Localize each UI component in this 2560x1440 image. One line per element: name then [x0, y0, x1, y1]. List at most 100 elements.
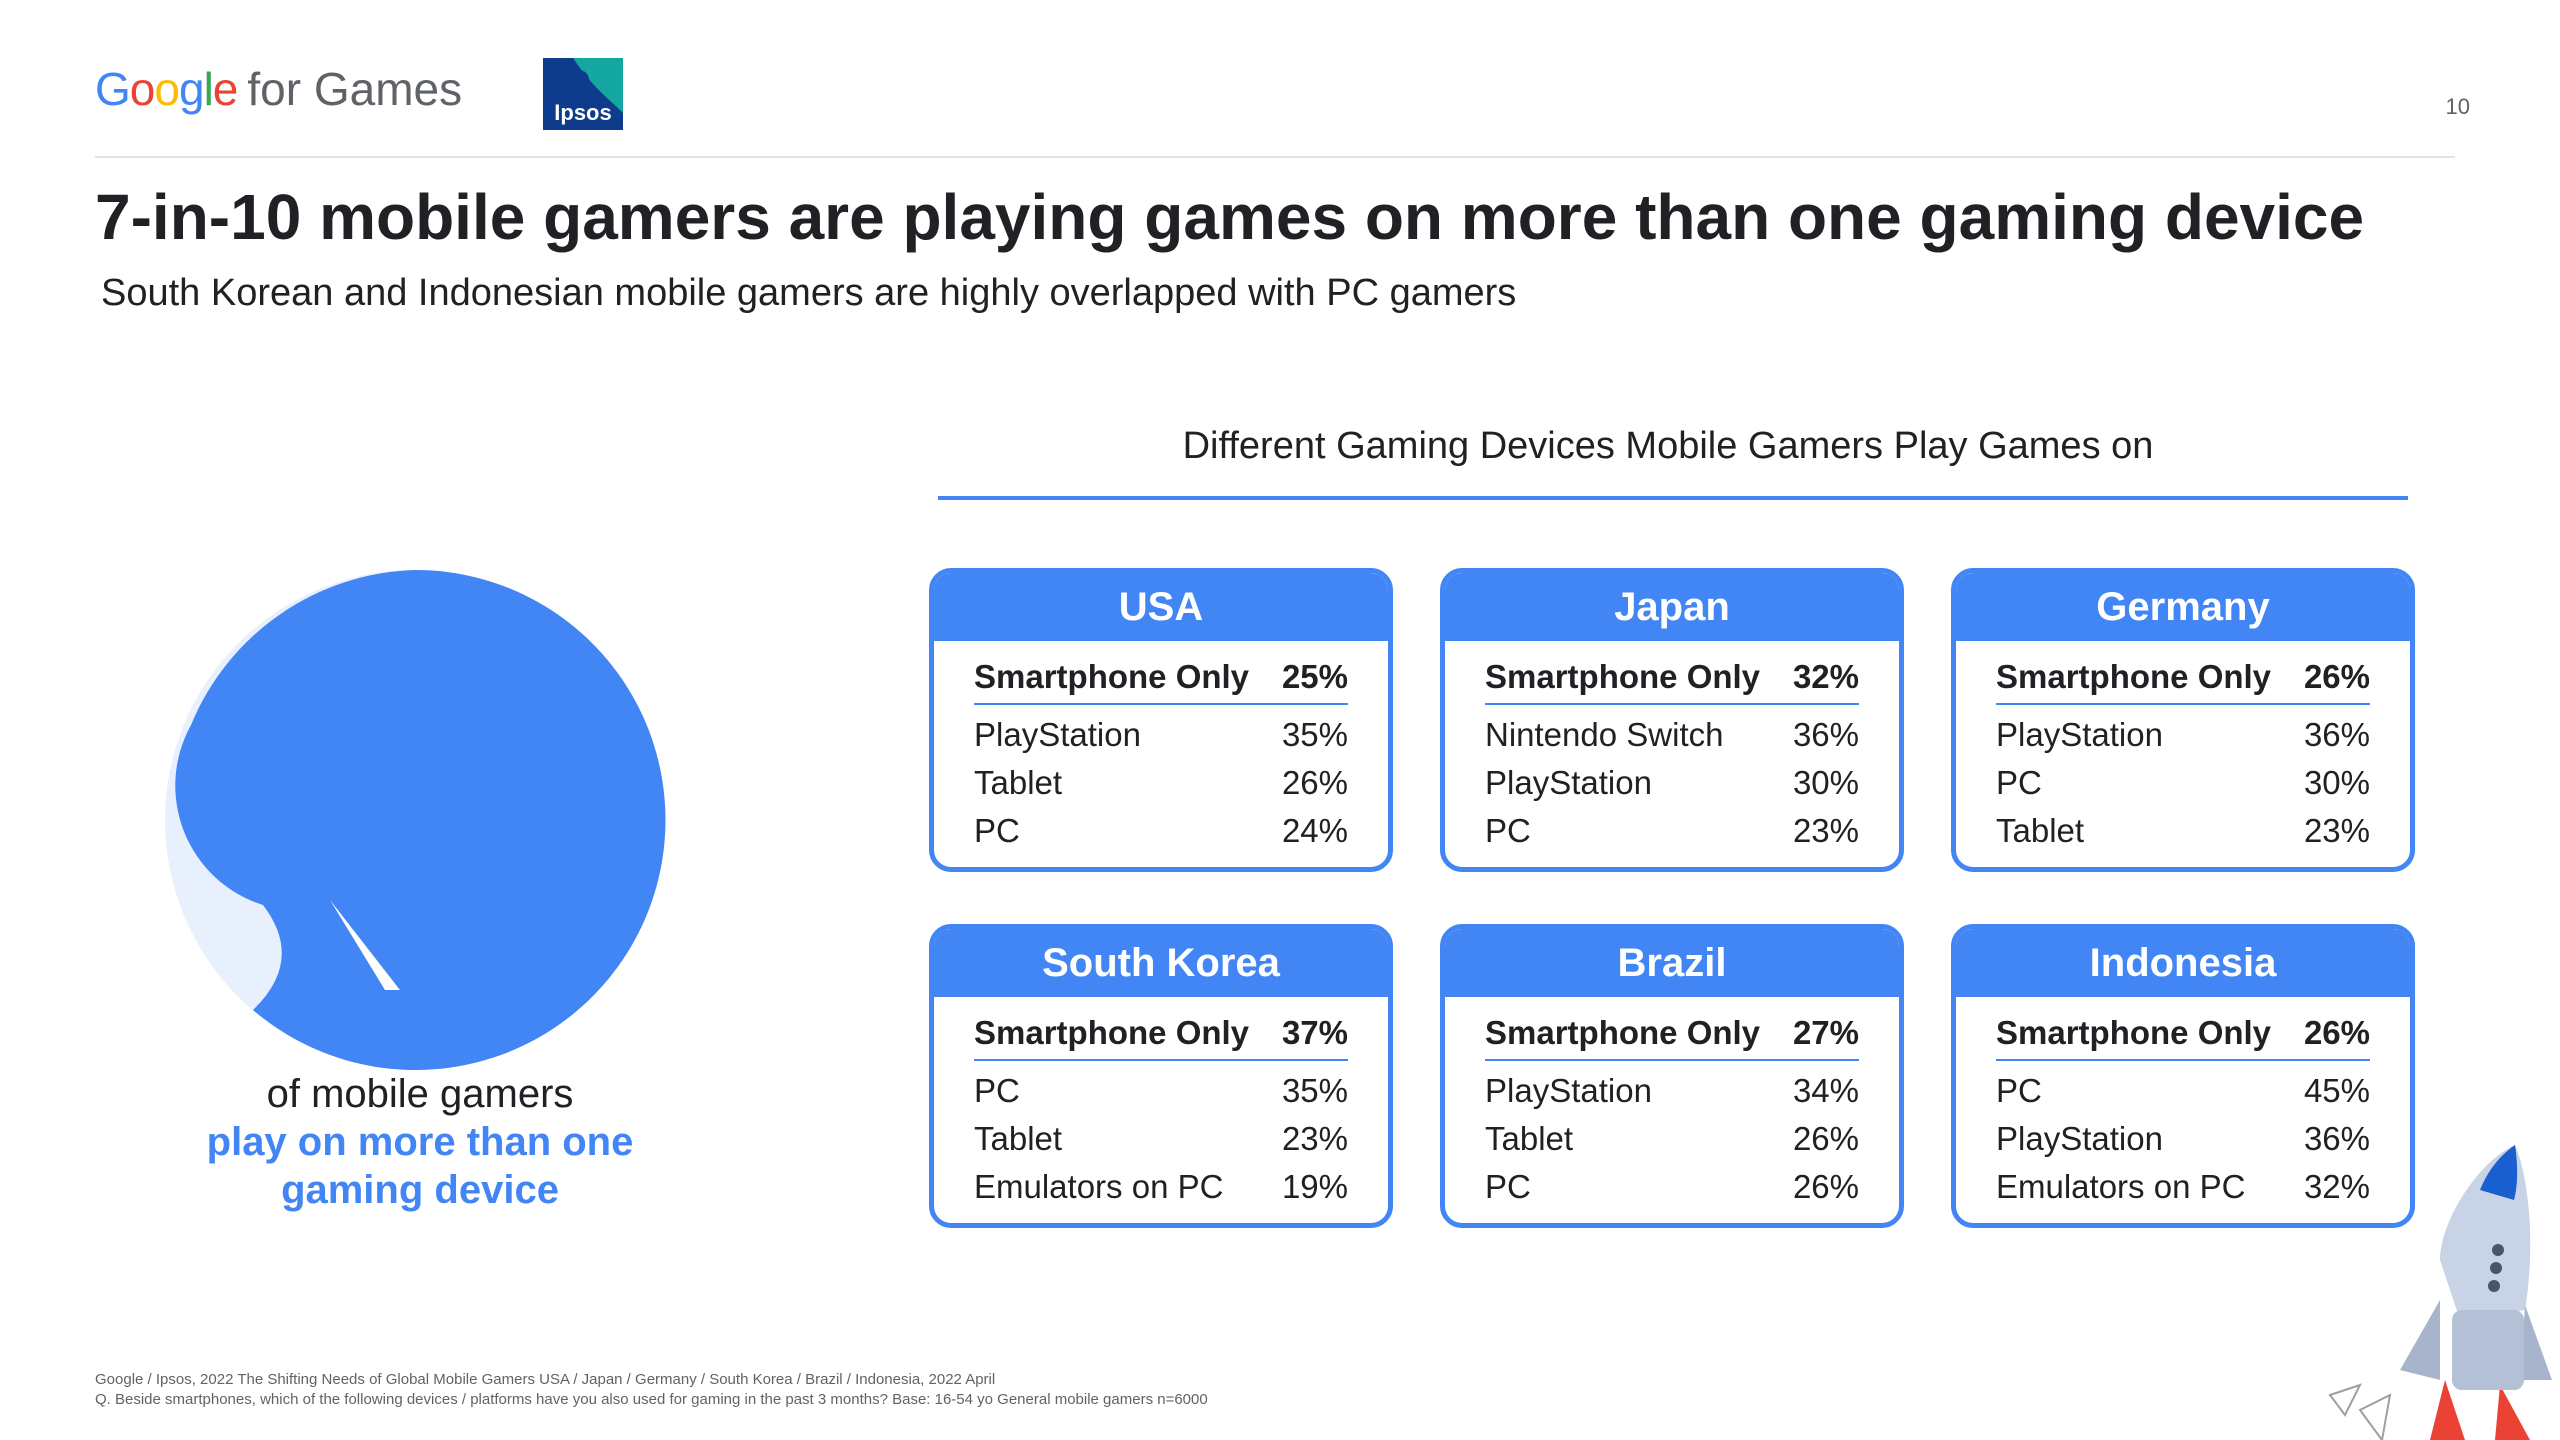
- device-value: 45%: [2303, 1072, 2370, 1109]
- device-label: PC: [974, 1072, 1020, 1109]
- table-row: PlayStation 36%: [1996, 1115, 2370, 1163]
- donut-caption: of mobile gamers play on more than one g…: [140, 1070, 700, 1214]
- table-row: Tablet 26%: [1485, 1115, 1859, 1163]
- table-row: PlayStation 30%: [1485, 759, 1859, 807]
- device-value: 34%: [1792, 1072, 1859, 1109]
- device-value: 36%: [1792, 716, 1859, 753]
- table-row: Tablet 23%: [974, 1115, 1348, 1163]
- device-value: 26%: [2303, 658, 2370, 695]
- device-label: PC: [1996, 764, 2042, 801]
- table-row: PC 35%: [974, 1067, 1348, 1115]
- table-row: Emulators on PC 19%: [974, 1163, 1348, 1211]
- country-card-brazil: Brazil Smartphone Only 27% PlayStation 34%…: [1440, 924, 1904, 1228]
- device-value: 27%: [1792, 1014, 1859, 1051]
- slide-subtitle: South Korean and Indonesian mobile gamer…: [101, 272, 1517, 314]
- table-row: Smartphone Only 32%: [1485, 653, 1859, 705]
- google-for-games-logo: Google for Games: [95, 63, 463, 115]
- table-row: Smartphone Only 37%: [974, 1009, 1348, 1061]
- table-row: Nintendo Switch 36%: [1485, 711, 1859, 759]
- device-value: 30%: [1792, 764, 1859, 801]
- device-value: 37%: [1281, 1014, 1348, 1051]
- country-card-usa: USA Smartphone Only 25% PlayStation 35% Ta…: [929, 568, 1393, 872]
- page-number: 10: [2445, 94, 2470, 119]
- device-label: Tablet: [974, 1120, 1063, 1157]
- country-card-germany: Germany Smartphone Only 26% PlayStation 36…: [1951, 568, 2415, 872]
- card-header: Brazil: [1445, 929, 1899, 997]
- table-row: PC 24%: [974, 807, 1348, 855]
- table-row: PC 45%: [1996, 1067, 2370, 1115]
- ipsos-logo: Ipsos: [543, 58, 623, 130]
- device-value: 30%: [2303, 764, 2370, 801]
- donut-caption-line1: of mobile gamers: [266, 1072, 574, 1116]
- device-value: 23%: [1281, 1120, 1348, 1157]
- header-divider: [95, 156, 2455, 158]
- device-label: PlayStation: [1996, 716, 2163, 753]
- card-header: Japan: [1445, 573, 1899, 641]
- device-value: 36%: [2303, 716, 2370, 753]
- device-value: 36%: [2303, 1120, 2370, 1157]
- table-row: PC 26%: [1485, 1163, 1859, 1211]
- device-label: PlayStation: [1485, 764, 1652, 801]
- device-label: Smartphone Only: [1996, 658, 2272, 695]
- device-label: Smartphone Only: [1485, 658, 1761, 695]
- table-row: Tablet 23%: [1996, 807, 2370, 855]
- svg-text:Ipsos: Ipsos: [554, 100, 611, 125]
- device-label: Nintendo Switch: [1485, 716, 1724, 753]
- device-value: 26%: [1792, 1168, 1859, 1205]
- table-row: PC 23%: [1485, 807, 1859, 855]
- device-value: 24%: [1281, 812, 1348, 849]
- footnote-line1: Google / Ipsos, 2022 The Shifting Needs …: [95, 1371, 996, 1388]
- device-value: 32%: [1792, 658, 1859, 695]
- table-row: Tablet 26%: [974, 759, 1348, 807]
- slide-title: 7-in-10 mobile gamers are playing games …: [95, 181, 2365, 253]
- device-label: Smartphone Only: [974, 658, 1250, 695]
- device-label: PC: [974, 812, 1020, 849]
- card-header: Indonesia: [1956, 929, 2410, 997]
- device-value: 26%: [2303, 1014, 2370, 1051]
- source-footnote: Google / Ipsos, 2022 The Shifting Needs …: [95, 1370, 1208, 1410]
- device-label: PlayStation: [1485, 1072, 1652, 1109]
- device-value: 32%: [2303, 1168, 2370, 1205]
- device-label: PlayStation: [1996, 1120, 2163, 1157]
- table-row: PlayStation 35%: [974, 711, 1348, 759]
- country-card-japan: Japan Smartphone Only 32% Nintendo Switch…: [1440, 568, 1904, 872]
- device-value: 25%: [1281, 658, 1348, 695]
- table-row: Smartphone Only 27%: [1485, 1009, 1859, 1061]
- device-value: 35%: [1281, 716, 1348, 753]
- device-label: Smartphone Only: [1996, 1014, 2272, 1051]
- device-value: 26%: [1792, 1120, 1859, 1157]
- device-label: Smartphone Only: [1485, 1014, 1761, 1051]
- table-row: PlayStation 36%: [1996, 711, 2370, 759]
- brand-suffix: for Games: [247, 63, 463, 115]
- country-card-indonesia: Indonesia Smartphone Only 26% PC 45% PlayS…: [1951, 924, 2415, 1228]
- table-row: PlayStation 34%: [1485, 1067, 1859, 1115]
- table-row: Smartphone Only 25%: [974, 653, 1348, 705]
- device-value: 19%: [1281, 1168, 1348, 1205]
- table-row: PC 30%: [1996, 759, 2370, 807]
- device-label: Tablet: [974, 764, 1063, 801]
- device-value: 35%: [1281, 1072, 1348, 1109]
- device-label: Emulators on PC: [974, 1168, 1224, 1205]
- donut-slice-multi-device: [175, 569, 666, 1070]
- device-label: PC: [1996, 1072, 2042, 1109]
- device-label: Smartphone Only: [974, 1014, 1250, 1051]
- multi-device-donut: [165, 569, 666, 1070]
- card-header: USA: [934, 573, 1388, 641]
- device-value: 26%: [1281, 764, 1348, 801]
- device-label: Tablet: [1485, 1120, 1574, 1157]
- donut-caption-line2: play on more than one gaming device: [206, 1120, 634, 1212]
- device-label: PlayStation: [974, 716, 1141, 753]
- device-label: Emulators on PC: [1996, 1168, 2246, 1205]
- device-label: PC: [1485, 1168, 1531, 1205]
- card-header: South Korea: [934, 929, 1388, 997]
- rocket-icon: [2328, 1145, 2552, 1440]
- table-row: Smartphone Only 26%: [1996, 653, 2370, 705]
- device-value: 23%: [2303, 812, 2370, 849]
- chart-title-underline: [938, 496, 2408, 500]
- country-card-south-korea: South Korea Smartphone Only 37% PC 35% Tab…: [929, 924, 1393, 1228]
- device-value: 23%: [1792, 812, 1859, 849]
- table-row: Emulators on PC 32%: [1996, 1163, 2370, 1211]
- chart-title: Different Gaming Devices Mobile Gamers P…: [1182, 425, 2154, 467]
- table-row: Smartphone Only 26%: [1996, 1009, 2370, 1061]
- footnote-line2: Q. Beside smartphones, which of the foll…: [95, 1391, 1208, 1408]
